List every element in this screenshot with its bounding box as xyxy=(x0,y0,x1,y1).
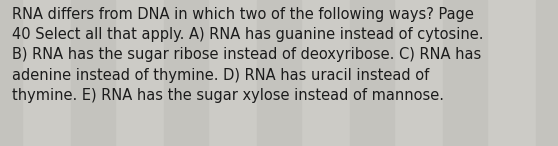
Bar xyxy=(0,0,22,146)
Bar xyxy=(442,0,487,146)
Text: RNA differs from DNA in which two of the following ways? Page
40 Select all that: RNA differs from DNA in which two of the… xyxy=(12,7,484,103)
Bar xyxy=(163,0,208,146)
Bar xyxy=(257,0,301,146)
Bar xyxy=(71,0,116,146)
Bar xyxy=(536,0,558,146)
Bar xyxy=(350,0,395,146)
